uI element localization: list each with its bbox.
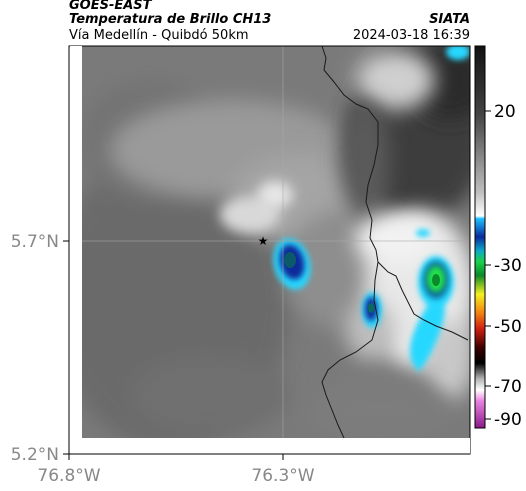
- route-subtitle: Vía Medellín - Quibdó 50km: [69, 28, 249, 43]
- colorbar-tick-label: -90: [494, 410, 522, 430]
- y-tick-label: 5.2°N: [11, 445, 59, 465]
- axis-tick-marks: [63, 240, 284, 460]
- x-tick-label: 76.8°W: [37, 466, 100, 486]
- convective-cell-south: [362, 292, 382, 328]
- x-tick-label: 76.3°W: [251, 466, 314, 486]
- department-boundaries: [321, 46, 469, 438]
- colorbar-tick-label: -30: [494, 256, 522, 276]
- y-tick-label: 5.7°N: [11, 232, 59, 252]
- timestamp-label: 2024-03-18 16:39: [352, 28, 470, 43]
- colorbar-tick-label: -50: [494, 317, 522, 337]
- organization-label: SIATA: [429, 12, 470, 27]
- colorbar: 20 -30 -50 -70 -90: [474, 45, 522, 430]
- map-gridlines: [82, 46, 470, 438]
- convective-cell-east: [410, 46, 470, 372]
- satellite-image: ★: [82, 46, 470, 438]
- star-icon: ★: [258, 234, 269, 248]
- colorbar-tick-label: 20: [494, 102, 516, 122]
- satellite-title: GOES-EAST: [69, 0, 152, 13]
- colorbar-tick-label: -70: [494, 377, 522, 397]
- product-title: Temperatura de Brillo CH13: [69, 12, 272, 27]
